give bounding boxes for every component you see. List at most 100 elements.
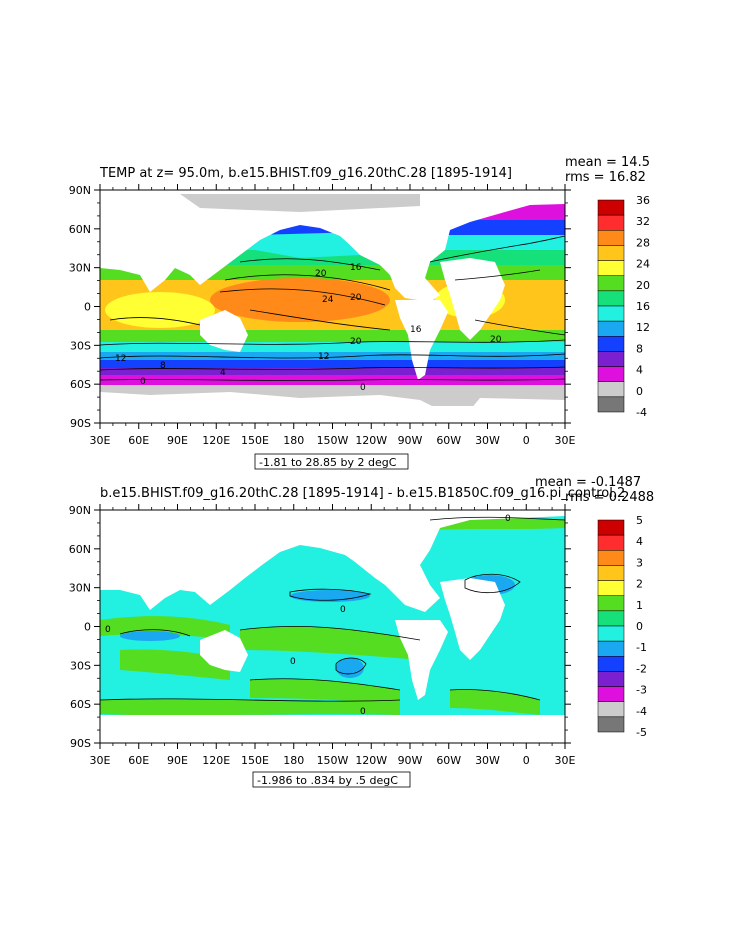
x-tick-label: 30E xyxy=(555,754,576,767)
y-tick-label: 90N xyxy=(69,504,91,517)
colorbar-label: 36 xyxy=(636,194,650,207)
y-tick-label: 90S xyxy=(70,417,91,430)
x-tick-label: 150W xyxy=(317,434,349,447)
colorbar-swatch xyxy=(597,245,625,261)
svg-text:0: 0 xyxy=(105,625,111,635)
colorbar-label: 12 xyxy=(636,321,650,334)
panel-2-axes: 30E 60E 90E 120E 150E 180 150W 120W 90W 60W 30W 0 30… xyxy=(69,504,576,767)
svg-text:4: 4 xyxy=(220,368,226,378)
x-tick-label: 60E xyxy=(128,754,149,767)
colorbar-swatch xyxy=(597,199,625,216)
x-tick-label: 0 xyxy=(523,434,530,447)
panel-2-title: b.e15.BHIST.f09_g16.20thC.28 [1895-1914]… xyxy=(100,486,625,501)
colorbar-swatch xyxy=(597,610,625,627)
y-tick-label: 30N xyxy=(69,582,91,595)
x-tick-label: 120E xyxy=(202,754,230,767)
svg-text:12: 12 xyxy=(115,354,126,364)
colorbar-swatch xyxy=(597,336,625,352)
svg-text:16: 16 xyxy=(350,263,362,273)
svg-text:20: 20 xyxy=(350,337,362,347)
colorbar-label: -2 xyxy=(636,662,647,675)
y-tick-label: 0 xyxy=(84,301,91,314)
land-mask-north xyxy=(100,190,565,302)
colorbar-swatch xyxy=(597,701,625,718)
y-tick-label: 60S xyxy=(70,378,91,391)
x-tick-label: 180 xyxy=(283,754,304,767)
colorbar-swatch xyxy=(597,534,625,551)
svg-text:0: 0 xyxy=(505,514,511,524)
land-mask-north-2 xyxy=(100,510,565,612)
svg-text:12: 12 xyxy=(318,352,329,362)
warm-pool-pacific xyxy=(210,278,390,322)
panel-1-map: 20 16 24 20 16 20 20 12 12 8 4 0 0 xyxy=(100,190,565,423)
panel-1-range-label: -1.81 to 28.85 by 2 degC xyxy=(259,456,397,469)
colorbar-swatch xyxy=(597,519,625,536)
colorbar-swatch xyxy=(597,656,625,672)
y-tick-label: 0 xyxy=(84,621,91,634)
x-tick-label: 30E xyxy=(90,754,111,767)
cool-patch-south-pacific xyxy=(336,658,364,678)
svg-text:8: 8 xyxy=(160,361,166,371)
panel-1-colorbar: 36 32 28 24 20 16 12 8 4 0 -4 xyxy=(597,194,650,419)
x-tick-label: 90E xyxy=(167,434,188,447)
svg-text:20: 20 xyxy=(315,269,327,279)
land-africa xyxy=(440,258,505,340)
panel-1-rms: rms = 16.82 xyxy=(565,170,646,185)
colorbar-swatch xyxy=(597,671,625,687)
colorbar-label: 0 xyxy=(636,620,643,633)
colorbar-swatch xyxy=(597,381,625,398)
svg-text:0: 0 xyxy=(360,383,366,393)
x-tick-label: 90E xyxy=(167,754,188,767)
colorbar-label: 20 xyxy=(636,279,650,292)
y-tick-label: 90N xyxy=(69,184,91,197)
land-south-america xyxy=(395,300,448,380)
panel-2-mean: mean = -0.1487 xyxy=(535,475,641,490)
colorbar-swatch xyxy=(597,625,625,642)
colorbar-label: -1 xyxy=(636,641,647,654)
colorbar-label: 0 xyxy=(636,385,643,398)
colorbar-label: 4 xyxy=(636,535,643,548)
panel-1-contour-labels: 20 16 24 20 16 20 20 12 12 8 4 0 0 xyxy=(115,263,502,393)
x-tick-label: 90W xyxy=(398,754,423,767)
colorbar-label: 3 xyxy=(636,556,643,569)
y-tick-label: 60N xyxy=(69,223,91,236)
colorbar-label: 28 xyxy=(636,236,650,249)
colorbar-swatch xyxy=(597,595,625,612)
x-tick-label: 60E xyxy=(128,434,149,447)
colorbar-swatch xyxy=(597,351,625,367)
x-tick-label: 120E xyxy=(202,434,230,447)
colorbar-label: 8 xyxy=(636,342,643,355)
colorbar-label: -5 xyxy=(636,726,647,739)
colorbar-label: 5 xyxy=(636,514,643,527)
svg-text:0: 0 xyxy=(140,377,146,387)
panel-2-range-label: -1.986 to .834 by .5 degC xyxy=(257,774,398,787)
x-tick-label: 30E xyxy=(555,434,576,447)
x-tick-label: 150E xyxy=(241,434,269,447)
x-tick-label: 0 xyxy=(523,754,530,767)
colorbar-swatch xyxy=(597,260,625,276)
svg-text:0: 0 xyxy=(360,707,366,717)
x-tick-label: 60W xyxy=(436,434,461,447)
colorbar-label: 16 xyxy=(636,300,650,313)
green-band-pacific xyxy=(240,626,420,660)
svg-text:20: 20 xyxy=(350,293,362,303)
svg-text:16: 16 xyxy=(410,325,422,335)
colorbar-swatch xyxy=(597,565,625,581)
x-tick-label: 120W xyxy=(355,434,387,447)
colorbar-label: 24 xyxy=(636,258,650,271)
panel-2-rms: rms = 0.2488 xyxy=(565,490,654,505)
panel-1: TEMP at z= 95.0m, b.e15.BHIST.f09_g16.20… xyxy=(69,155,650,470)
panel-2: b.e15.BHIST.f09_g16.20thC.28 [1895-1914]… xyxy=(69,475,654,788)
arctic-shelf xyxy=(180,194,420,212)
panel-2-colorbar: 5 4 3 2 1 0 -1 -2 -3 -4 -5 xyxy=(597,514,647,739)
svg-text:0: 0 xyxy=(290,657,296,667)
colorbar-swatch xyxy=(597,230,625,246)
y-tick-label: 60S xyxy=(70,698,91,711)
cool-patch-north-pacific xyxy=(290,590,370,602)
colorbar-label: 2 xyxy=(636,578,643,591)
colorbar-swatch xyxy=(597,396,625,413)
svg-text:24: 24 xyxy=(322,295,334,305)
y-tick-label: 30S xyxy=(70,659,91,672)
colorbar-label: -4 xyxy=(636,406,647,419)
